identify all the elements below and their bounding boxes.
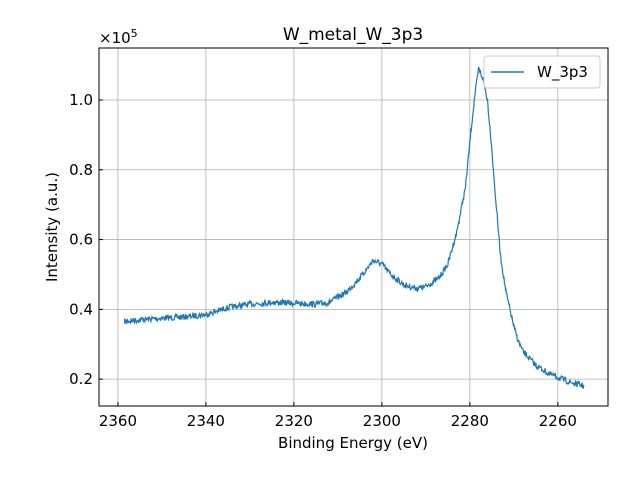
- legend: W_3p3: [483, 55, 601, 89]
- y-tick-label: 0.4: [69, 300, 93, 318]
- x-tick-label: 2280: [451, 412, 489, 430]
- y-tick-label: 0.6: [69, 231, 93, 249]
- x-tick-label: 2360: [99, 412, 137, 430]
- x-tick-label: 2320: [275, 412, 313, 430]
- grid: [99, 48, 608, 406]
- plot-frame: [98, 47, 609, 407]
- x-axis-label: Binding Energy (eV): [278, 434, 428, 452]
- series-line-w-3p3: [123, 66, 585, 390]
- x-tick-label: 2340: [187, 412, 225, 430]
- x-tick-label: 2260: [539, 412, 577, 430]
- x-tick-label: 2300: [363, 412, 401, 430]
- y-multiplier: ×105: [99, 27, 138, 47]
- chart-title: W_metal_W_3p3: [283, 25, 423, 45]
- y-axis-label: Intensity (a.u.): [43, 172, 61, 282]
- y-tick-label: 0.2: [69, 370, 93, 388]
- y-tick-label: 0.8: [69, 161, 93, 179]
- y-tick-label: 1.0: [69, 91, 93, 109]
- series-layer: [123, 66, 585, 390]
- x-axis-ticks: 2360 2340 2320 2300 2280 2260: [99, 402, 577, 430]
- legend-box: [483, 55, 601, 89]
- y-axis-ticks: 0.2 0.4 0.6 0.8 1.0: [69, 91, 103, 388]
- legend-label: W_3p3: [537, 63, 588, 82]
